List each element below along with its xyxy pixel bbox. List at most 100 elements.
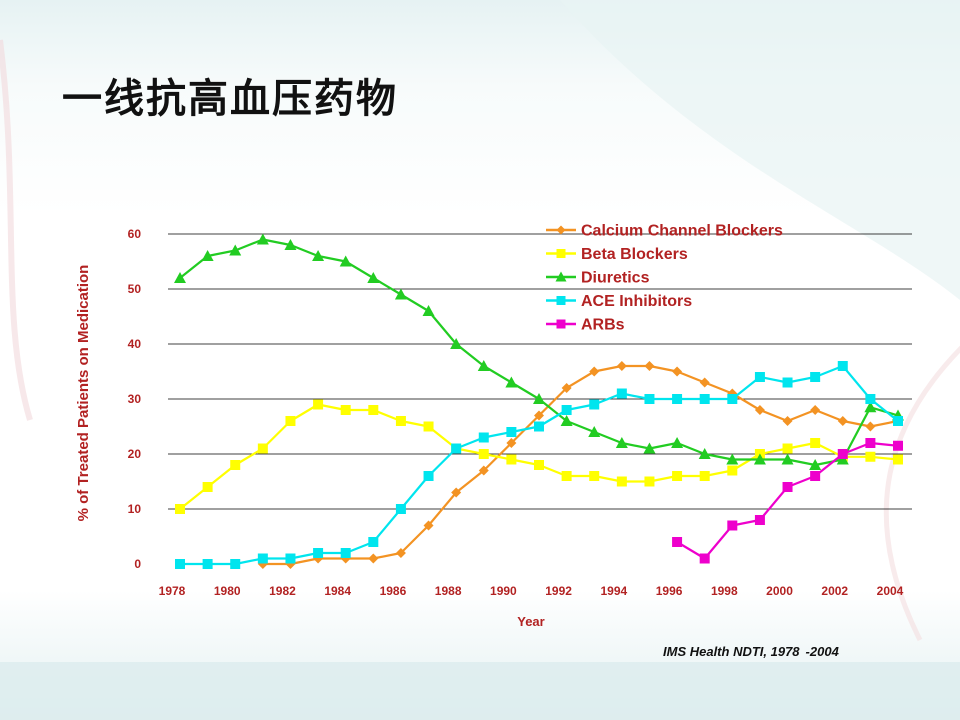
data-point-ace-inhibitors — [368, 537, 379, 547]
data-point-diuretics — [174, 272, 186, 283]
data-point-diuretics — [588, 426, 601, 437]
x-tick-label: 1996 — [656, 584, 683, 598]
data-point-calcium-channel-blockers — [782, 416, 793, 426]
source-note: IMS Health NDTI, 1978 -2004 — [663, 644, 839, 659]
y-tick-label: 20 — [128, 447, 142, 461]
data-point-beta-blockers — [589, 471, 600, 481]
x-tick-label: 2002 — [821, 584, 848, 598]
data-point-ace-inhibitors — [727, 394, 738, 404]
data-point-ace-inhibitors — [451, 443, 462, 454]
data-point-beta-blockers — [340, 405, 351, 415]
data-point-calcium-channel-blockers — [506, 438, 517, 448]
data-point-beta-blockers — [230, 460, 241, 470]
data-point-beta-blockers — [782, 443, 793, 454]
data-point-ace-inhibitors — [644, 394, 655, 404]
legend-label: Calcium Channel Blockers — [581, 223, 783, 240]
data-point-beta-blockers — [202, 482, 213, 492]
x-tick-label: 1988 — [435, 584, 462, 598]
data-point-diuretics — [422, 305, 435, 316]
data-point-calcium-channel-blockers — [644, 361, 655, 371]
data-point-beta-blockers — [810, 438, 821, 448]
data-point-arbs — [893, 440, 903, 451]
data-point-ace-inhibitors — [893, 416, 903, 426]
data-point-beta-blockers — [313, 399, 324, 410]
data-point-diuretics — [560, 415, 573, 426]
data-point-arbs — [699, 553, 710, 564]
data-point-diuretics — [809, 459, 822, 470]
data-point-ace-inhibitors — [810, 372, 821, 382]
y-tick-label: 50 — [128, 282, 142, 296]
legend-label: Diuretics — [581, 270, 650, 287]
data-point-diuretics — [505, 376, 518, 388]
data-point-beta-blockers — [423, 421, 434, 432]
data-point-diuretics — [339, 255, 352, 267]
data-point-calcium-channel-blockers — [368, 553, 379, 564]
legend-label: ARBs — [581, 317, 625, 334]
data-point-diuretics — [201, 250, 214, 261]
data-point-diuretics — [698, 448, 711, 459]
x-tick-label: 2004 — [877, 584, 904, 598]
legend-swatch-marker — [556, 225, 566, 235]
data-point-beta-blockers — [865, 451, 876, 462]
data-point-ace-inhibitors — [395, 504, 406, 514]
legend-swatch-marker — [556, 296, 566, 305]
data-point-calcium-channel-blockers — [534, 410, 544, 421]
data-point-beta-blockers — [506, 454, 517, 465]
data-point-beta-blockers — [644, 476, 655, 487]
source-range-end: -2004 — [805, 644, 839, 659]
data-point-diuretics — [477, 360, 490, 371]
data-point-beta-blockers — [534, 460, 544, 470]
data-point-beta-blockers — [257, 443, 268, 454]
data-point-arbs — [782, 482, 793, 492]
data-point-calcium-channel-blockers — [395, 548, 406, 558]
data-point-arbs — [865, 438, 876, 448]
series-line-calcium-channel-blockers — [262, 364, 899, 566]
legend-swatch-marker — [556, 319, 566, 329]
data-point-beta-blockers — [699, 471, 710, 481]
source-text: IMS Health NDTI, 1978 — [663, 644, 800, 659]
data-point-ace-inhibitors — [837, 361, 848, 371]
data-point-ace-inhibitors — [285, 553, 296, 564]
data-point-ace-inhibitors — [534, 421, 544, 432]
data-point-beta-blockers — [672, 471, 683, 481]
data-point-beta-blockers — [175, 504, 185, 514]
x-tick-label: 1990 — [490, 584, 517, 598]
data-point-ace-inhibitors — [672, 394, 683, 404]
data-point-beta-blockers — [727, 465, 738, 476]
x-tick-label: 1984 — [324, 584, 351, 598]
data-point-arbs — [754, 515, 765, 525]
data-point-diuretics — [726, 453, 739, 465]
slide-title: 一线抗高血压药物 — [62, 76, 398, 122]
data-point-calcium-channel-blockers — [451, 487, 462, 498]
x-tick-label: 1994 — [600, 584, 627, 598]
data-point-diuretics — [256, 233, 269, 245]
x-tick-label: 1998 — [711, 584, 738, 598]
data-point-beta-blockers — [561, 471, 572, 481]
data-point-diuretics — [284, 239, 297, 250]
data-point-diuretics — [615, 437, 628, 448]
data-point-calcium-channel-blockers — [810, 405, 821, 415]
data-point-ace-inhibitors — [589, 399, 600, 410]
data-point-diuretics — [394, 288, 407, 300]
data-point-calcium-channel-blockers — [561, 383, 572, 393]
data-point-diuretics — [753, 453, 766, 465]
data-point-arbs — [810, 471, 821, 481]
data-point-diuretics — [864, 401, 877, 413]
y-tick-label: 40 — [128, 337, 142, 351]
data-point-diuretics — [367, 272, 380, 283]
data-point-diuretics — [671, 437, 684, 448]
data-point-calcium-channel-blockers — [423, 520, 434, 531]
x-tick-label: 1978 — [159, 584, 186, 598]
legend-label: Beta Blockers — [581, 246, 688, 263]
data-point-calcium-channel-blockers — [837, 416, 848, 426]
data-point-calcium-channel-blockers — [754, 405, 765, 415]
data-point-calcium-channel-blockers — [478, 465, 489, 476]
y-tick-label: 0 — [134, 557, 141, 571]
data-point-ace-inhibitors — [782, 377, 793, 388]
data-point-diuretics — [533, 393, 545, 404]
x-tick-label: 1982 — [269, 584, 296, 598]
data-point-calcium-channel-blockers — [616, 361, 627, 371]
data-point-ace-inhibitors — [506, 427, 517, 437]
